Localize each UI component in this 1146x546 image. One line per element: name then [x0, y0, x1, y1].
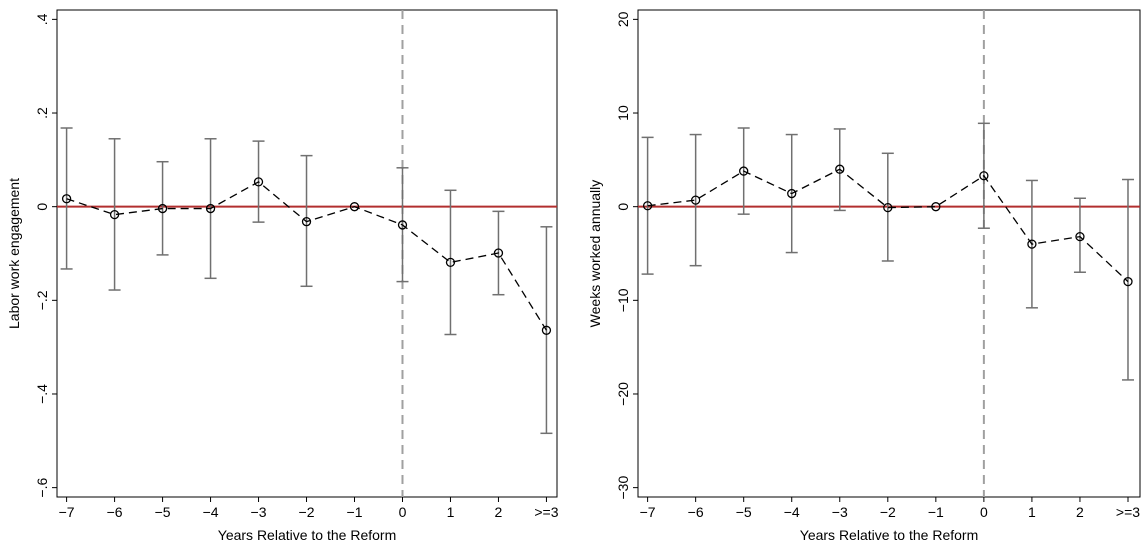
point	[1075, 231, 1085, 242]
x-tick-label: −2	[880, 504, 896, 520]
point	[541, 325, 552, 335]
y-tick-label: −.4	[34, 384, 50, 404]
x-tick-label: −7	[59, 504, 75, 520]
y-tick-label: .2	[34, 107, 50, 119]
x-tick-label: −2	[299, 504, 315, 520]
x-tick-label: 0	[399, 504, 407, 520]
point	[931, 202, 941, 212]
y-tick-label: −20	[615, 382, 631, 406]
y-tick-label: 0	[615, 203, 631, 211]
plot-frame	[637, 9, 1141, 498]
x-tick-label: −1	[928, 504, 944, 520]
x-tick-label: −4	[784, 504, 800, 520]
x-tick-label: 0	[980, 504, 988, 520]
point	[690, 195, 701, 205]
series-line	[66, 181, 547, 331]
point	[835, 164, 845, 174]
x-tick-label: −3	[832, 504, 848, 520]
x-tick-label: −5	[155, 504, 171, 520]
y-axis-title: Labor work engagement	[6, 178, 22, 329]
x-axis-title: Years Relative to the Reform	[218, 527, 396, 543]
y-tick-label: 0	[34, 203, 50, 211]
x-tick-label: 1	[1028, 504, 1036, 520]
y-tick-label: .4	[34, 13, 50, 25]
point	[642, 201, 653, 211]
point	[301, 217, 312, 227]
x-tick-label: 1	[447, 504, 455, 520]
point	[157, 203, 168, 214]
point	[739, 166, 749, 176]
y-tick-label: 10	[615, 105, 631, 121]
point	[349, 202, 360, 212]
x-tick-label: −7	[640, 504, 656, 520]
x-tick-label: >=3	[534, 504, 558, 520]
x-tick-label: −3	[251, 504, 267, 520]
y-axis-title: Weeks worked annually	[587, 180, 603, 328]
x-tick-label: −1	[347, 504, 363, 520]
y-tick-label: 20	[615, 11, 631, 27]
x-tick-label: 2	[1076, 504, 1084, 520]
point	[883, 202, 893, 213]
point	[253, 177, 264, 187]
x-tick-label: −6	[107, 504, 123, 520]
y-tick-label: −10	[615, 288, 631, 312]
point	[1123, 276, 1133, 287]
point	[109, 209, 120, 220]
y-tick-label: −30	[615, 476, 631, 500]
point	[787, 188, 797, 199]
point	[61, 194, 72, 204]
point	[979, 171, 989, 181]
x-tick-label: >=3	[1116, 504, 1140, 520]
point	[397, 220, 408, 230]
point	[493, 248, 504, 258]
y-tick-label: −.2	[34, 290, 50, 310]
point	[445, 257, 456, 268]
series-line	[647, 168, 1129, 283]
x-tick-label: −6	[688, 504, 704, 520]
x-tick-label: −4	[203, 504, 219, 520]
x-tick-label: −5	[736, 504, 752, 520]
x-axis-title: Years Relative to the Reform	[800, 527, 978, 543]
point	[205, 203, 216, 214]
y-tick-label: −.6	[34, 477, 50, 497]
point	[1027, 239, 1037, 249]
x-tick-label: 2	[495, 504, 503, 520]
